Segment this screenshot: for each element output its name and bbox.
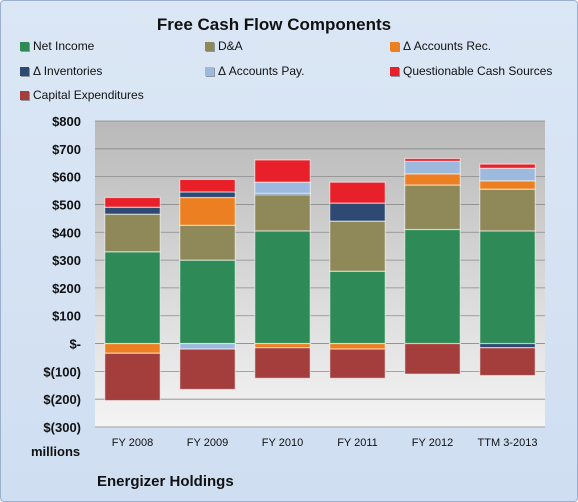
gridlines — [95, 120, 545, 428]
bar-segment — [179, 178, 236, 193]
bar-segment — [254, 230, 311, 345]
bar-segment — [254, 342, 311, 349]
chart-title: Free Cash Flow Components — [156, 15, 392, 34]
bar-segment — [479, 342, 536, 349]
x-tick-label: TTM 3-2013 — [478, 437, 538, 449]
bar-segment — [104, 196, 161, 208]
bar-segment — [404, 228, 461, 345]
y-tick-label: $700 — [52, 142, 81, 157]
bar-segment — [479, 188, 536, 232]
legend-swatch — [205, 42, 214, 51]
bar-segment — [404, 342, 461, 375]
bar-segment — [479, 167, 536, 182]
legend-label: Questionable Cash Sources — [403, 64, 553, 78]
legend-swatch — [205, 67, 214, 76]
bar-segment — [479, 347, 536, 377]
bar-segment — [104, 213, 161, 253]
y-tick-label: $500 — [52, 197, 81, 212]
y-tick-label: $300 — [52, 253, 81, 268]
bar-segment — [179, 196, 236, 226]
plot-area — [95, 121, 545, 427]
bar-segment — [329, 348, 386, 379]
y-tick-label: $400 — [52, 225, 81, 240]
bar-segment — [329, 220, 386, 272]
legend-swatch — [20, 67, 29, 76]
x-tick-label: FY 2008 — [112, 437, 153, 449]
y-tick-label: $100 — [52, 309, 81, 324]
bar-segment — [104, 251, 161, 345]
bar-series — [104, 157, 536, 402]
bar-segment — [104, 342, 161, 354]
y-tick-label: $(300) — [43, 420, 81, 435]
x-tick-label: FY 2011 — [337, 437, 378, 449]
legend-swatch — [20, 91, 29, 100]
legend-label: Net Income — [33, 39, 95, 53]
y-axis-label: millions — [31, 444, 81, 459]
legend-swatch — [390, 42, 399, 51]
legend-swatch — [390, 67, 399, 76]
legend-label: Δ Accounts Pay. — [218, 64, 305, 78]
bar-segment — [404, 160, 461, 175]
bar-segment — [329, 270, 386, 345]
legend-label: Δ Inventories — [33, 64, 103, 78]
y-tick-label: $(100) — [43, 364, 81, 379]
bar-segment — [479, 163, 536, 169]
bar-segment — [254, 194, 311, 232]
company-name: Energizer Holdings — [97, 473, 234, 490]
bar-segment — [254, 159, 311, 183]
bar-segment — [179, 259, 236, 345]
bar-segment — [254, 181, 311, 194]
bar-segment — [329, 181, 386, 204]
bar-segment — [479, 180, 536, 190]
bar-segment — [179, 348, 236, 391]
bar-segment — [104, 352, 161, 402]
y-tick-label: $800 — [52, 114, 81, 129]
x-tick-label: FY 2010 — [262, 437, 303, 449]
bar-segment — [254, 347, 311, 379]
bar-segment — [104, 206, 161, 215]
legend-label: Δ Accounts Rec. — [403, 39, 492, 53]
legend-swatch — [20, 42, 29, 51]
bar-segment — [404, 173, 461, 186]
x-tick-label: FY 2012 — [412, 437, 453, 449]
y-axis: $800 $700 $600 $500 $400 $300 $200 $100 $- $(100)… — [43, 114, 81, 435]
bar-segment — [329, 342, 386, 350]
bar-segment — [404, 184, 461, 231]
x-tick-label: FY 2009 — [187, 437, 228, 449]
bar-segment — [179, 191, 236, 199]
bar-segment — [329, 202, 386, 222]
legend-label: D&A — [218, 39, 243, 53]
x-axis: FY 2008 FY 2009 FY 2010 FY 2011 FY 2012 TTM 3… — [112, 437, 538, 449]
y-tick-label: $600 — [52, 170, 81, 185]
y-tick-label: $(200) — [43, 392, 81, 407]
legend-label: Capital Expenditures — [33, 88, 144, 102]
y-tick-label: $200 — [52, 281, 81, 296]
bar-segment — [479, 230, 536, 345]
bar-segment — [404, 157, 461, 162]
bar-segment — [179, 342, 236, 350]
y-tick-label: $- — [69, 337, 81, 352]
bar-segment — [179, 224, 236, 261]
